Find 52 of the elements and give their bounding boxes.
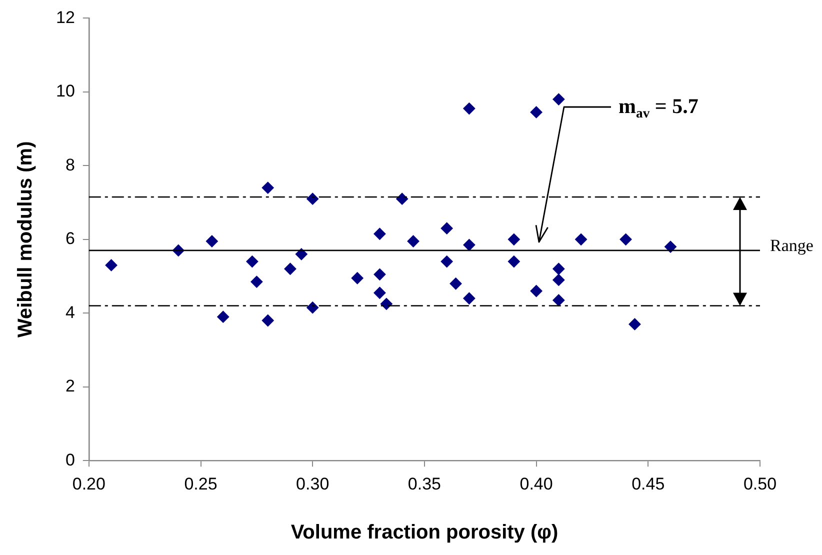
point bbox=[620, 233, 632, 246]
point bbox=[407, 235, 420, 248]
x-tick-label: 0.45 bbox=[632, 474, 665, 494]
point bbox=[374, 286, 386, 299]
point bbox=[306, 302, 319, 314]
point bbox=[380, 298, 392, 310]
point bbox=[450, 278, 462, 290]
x-axis-title: Volume fraction porosity (φ) bbox=[290, 522, 558, 544]
point bbox=[351, 272, 364, 284]
point bbox=[105, 259, 118, 272]
y-tick-label: 4 bbox=[65, 302, 75, 322]
point bbox=[440, 222, 453, 234]
y-tick-label: 0 bbox=[65, 450, 75, 470]
y-tick-label: 12 bbox=[56, 8, 75, 27]
point bbox=[217, 310, 230, 323]
y-tick-label: 2 bbox=[65, 376, 75, 396]
point bbox=[295, 248, 308, 260]
point bbox=[374, 268, 386, 280]
point bbox=[440, 256, 453, 268]
point bbox=[508, 256, 520, 268]
point bbox=[374, 228, 386, 240]
x-tick-label: 0.35 bbox=[408, 474, 441, 494]
point bbox=[246, 256, 258, 268]
point bbox=[552, 274, 565, 286]
point bbox=[262, 314, 274, 327]
point bbox=[284, 262, 296, 275]
point bbox=[306, 192, 319, 205]
point bbox=[463, 238, 476, 251]
point bbox=[463, 102, 476, 115]
point bbox=[250, 276, 263, 288]
point bbox=[463, 292, 476, 304]
point bbox=[530, 106, 542, 118]
x-tick-label: 0.20 bbox=[72, 474, 106, 494]
point bbox=[628, 318, 641, 330]
y-axis-title: Weibull modulus (m) bbox=[14, 141, 37, 338]
text: Range bbox=[770, 236, 814, 255]
x-tick-label: 0.40 bbox=[520, 474, 553, 494]
point bbox=[396, 192, 408, 205]
point bbox=[508, 233, 520, 246]
y-tick-label: 10 bbox=[56, 82, 75, 101]
x-tick-label: 0.25 bbox=[184, 474, 218, 494]
x-tick-label: 0.50 bbox=[743, 474, 777, 494]
point bbox=[552, 93, 565, 106]
x-tick-label: 0.30 bbox=[296, 474, 330, 494]
y-tick-label: 6 bbox=[65, 229, 75, 248]
point bbox=[552, 262, 565, 275]
point bbox=[575, 233, 588, 246]
y-tick-label: 8 bbox=[65, 155, 75, 174]
point bbox=[552, 294, 565, 306]
point bbox=[530, 285, 542, 298]
point bbox=[206, 235, 218, 248]
point bbox=[262, 182, 274, 194]
